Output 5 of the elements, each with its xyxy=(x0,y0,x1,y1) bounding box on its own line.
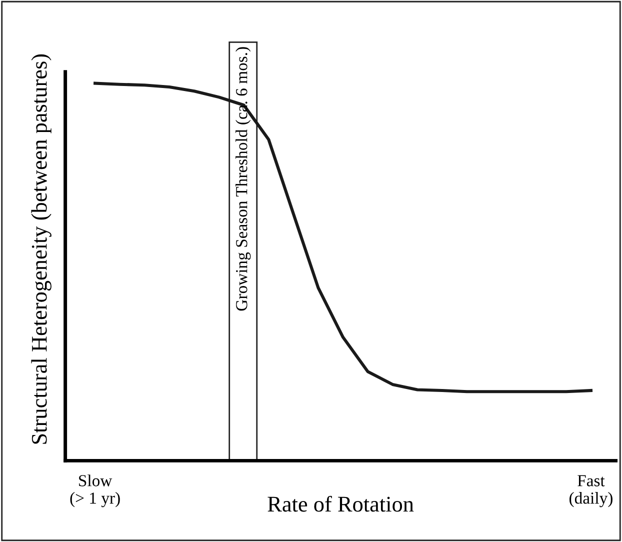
x-tick-label: Fast (daily) xyxy=(570,475,612,508)
x-tick-label: Slow (> 1 yr) xyxy=(70,474,120,508)
x-axis-title: Rate of Rotation xyxy=(268,496,414,512)
y-axis-title: Structural Heterogeneity (between pastures) xyxy=(31,54,52,444)
annotation: Growing Season Threshold (ca. 6 mos.) xyxy=(236,47,251,311)
